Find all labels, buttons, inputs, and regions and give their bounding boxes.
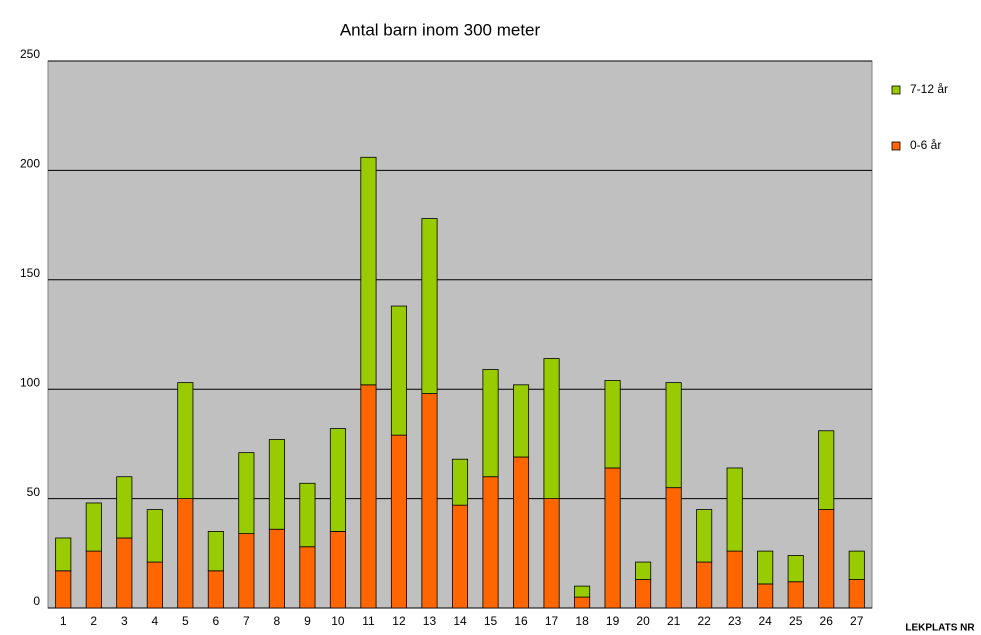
bar-segment (696, 509, 713, 563)
bar-segment (146, 561, 163, 609)
legend-swatch (891, 85, 901, 95)
bar-segment (696, 561, 713, 609)
bar-segment (726, 467, 743, 552)
x-tick-label: 5 (182, 614, 189, 628)
x-tick-label: 10 (331, 614, 345, 628)
bar-segment (177, 498, 194, 609)
bar-segment (268, 439, 285, 530)
bar-segment (85, 502, 102, 552)
bar-segment (513, 384, 530, 458)
bar-segment (604, 380, 621, 469)
bar-segment (55, 570, 72, 609)
bar-segment (116, 476, 133, 539)
x-tick-label: 7 (243, 614, 250, 628)
y-tick-label: 150 (20, 266, 40, 280)
bar-segment (55, 537, 72, 572)
x-tick-label: 20 (636, 614, 650, 628)
x-tick-label: 23 (728, 614, 742, 628)
bar-segment (665, 487, 682, 609)
legend-label: 0-6 år (910, 138, 941, 152)
x-tick-label: 8 (274, 614, 281, 628)
bar-segment (635, 579, 652, 609)
bar-segment (85, 550, 102, 609)
x-tick-label: 14 (453, 614, 467, 628)
bar-segment (268, 528, 285, 609)
bar-segment (848, 579, 865, 609)
x-tick-label: 21 (667, 614, 681, 628)
bar-segment (574, 585, 591, 598)
y-tick-label: 50 (27, 485, 41, 499)
x-tick-label: 11 (362, 614, 375, 628)
x-tick-label: 12 (392, 614, 406, 628)
x-tick-label: 25 (789, 614, 803, 628)
x-tick-label: 18 (575, 614, 589, 628)
x-tick-label: 13 (423, 614, 437, 628)
bar-segment (787, 555, 804, 583)
bar-segment (574, 596, 591, 609)
bar-segment (848, 550, 865, 580)
bar-segment (543, 498, 560, 609)
bar-segment (421, 393, 438, 609)
x-tick-label: 9 (304, 614, 311, 628)
x-tick-label: 19 (606, 614, 620, 628)
bar-segment (360, 156, 377, 386)
y-tick-label: 0 (33, 594, 40, 608)
x-tick-label: 1 (60, 614, 67, 628)
bar-segment (635, 561, 652, 580)
bar-segment (329, 531, 346, 609)
bar-segment (238, 533, 255, 609)
bar-segment (177, 382, 194, 499)
x-tick-label: 16 (514, 614, 528, 628)
bar-segment (451, 504, 469, 609)
bar-segment (329, 428, 346, 532)
x-tick-label: 3 (121, 614, 128, 628)
x-tick-label: 2 (90, 614, 97, 628)
bar-segment (482, 369, 499, 478)
y-tick-label: 250 (20, 47, 40, 61)
bar-segment (543, 358, 560, 499)
bar-segment (757, 550, 774, 585)
x-tick-label: 26 (820, 614, 834, 628)
bar-segment (207, 570, 224, 609)
y-tick-label: 200 (20, 157, 40, 171)
bar-segment (604, 467, 621, 609)
bar-segment (665, 382, 682, 489)
bar-segment (360, 384, 377, 609)
chart-title: Antal barn inom 300 meter (340, 20, 541, 39)
x-tick-label: 4 (151, 614, 158, 628)
x-tick-label: 24 (759, 614, 773, 628)
bar-segment (390, 305, 407, 436)
legend-label: 7-12 år (910, 82, 948, 96)
x-tick-label: 17 (545, 614, 559, 628)
bar-segment (116, 537, 133, 609)
bar-segment (818, 509, 835, 609)
x-tick-label: 6 (213, 614, 220, 628)
y-tick-label: 100 (20, 375, 40, 389)
bar-segment (726, 550, 743, 609)
bar-segment (818, 430, 835, 510)
legend-swatch (891, 141, 901, 151)
bar-segment (421, 218, 438, 394)
bar-segment (146, 509, 163, 563)
x-tick-label: 15 (484, 614, 498, 628)
bar-segment (757, 583, 774, 609)
bar-segment (238, 452, 255, 535)
bar-segment (787, 581, 804, 609)
bar-segment (299, 546, 316, 609)
bar-segment (451, 458, 469, 506)
bar-segment (482, 476, 499, 609)
bar-segment (513, 456, 530, 609)
bar-segment (207, 531, 224, 572)
bar-segment (390, 434, 407, 609)
bar-segment (299, 482, 316, 548)
x-tick-label: 27 (850, 614, 864, 628)
x-axis-label: LEKPLATS NR (905, 623, 975, 634)
x-tick-label: 22 (697, 614, 711, 628)
